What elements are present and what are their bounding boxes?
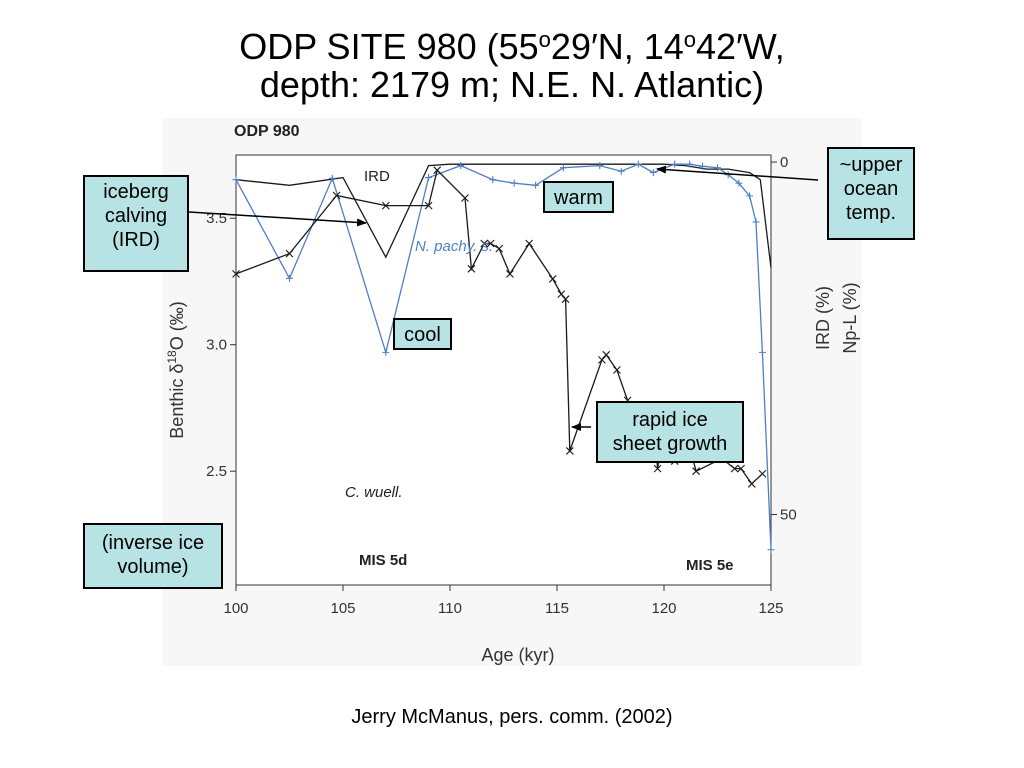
data-point bbox=[746, 192, 754, 200]
y-right-tick-label: 0 bbox=[780, 154, 788, 171]
x-tick-label: 110 bbox=[438, 600, 462, 617]
data-point bbox=[532, 181, 540, 189]
y-left-tick-label: 3.0 bbox=[206, 337, 227, 354]
data-point bbox=[382, 348, 390, 356]
data-point bbox=[232, 176, 240, 184]
data-point bbox=[381, 201, 390, 210]
annotation-mis5d: MIS 5d bbox=[359, 552, 407, 569]
data-point bbox=[596, 162, 604, 170]
data-point bbox=[767, 546, 775, 554]
data-point bbox=[752, 218, 760, 226]
data-point bbox=[613, 366, 621, 374]
plot-frame bbox=[235, 154, 772, 586]
data-point bbox=[634, 160, 642, 168]
data-point bbox=[461, 194, 469, 202]
annotation-cwuell: C. wuell. bbox=[345, 484, 403, 501]
y-right-tick-label: 50 bbox=[780, 507, 797, 524]
data-point bbox=[548, 275, 557, 283]
data-point bbox=[424, 201, 433, 210]
data-point bbox=[332, 191, 341, 200]
data-point bbox=[565, 447, 574, 455]
x-tick-label: 105 bbox=[330, 600, 355, 617]
x-tick-label: 115 bbox=[545, 600, 569, 617]
data-point bbox=[286, 274, 293, 282]
callout-upper-ocean-temp: ~upper ocean temp. bbox=[827, 147, 915, 240]
slide-title-line-2: depth: 2179 m; N.E. N. Atlantic) bbox=[259, 64, 765, 105]
slide-title: ODP SITE 980 (55o29′N, 14o42′W, depth: 2… bbox=[0, 28, 1024, 104]
data-point bbox=[699, 162, 707, 170]
data-point bbox=[285, 249, 294, 258]
data-point bbox=[480, 239, 489, 248]
data-point bbox=[649, 169, 657, 177]
x-axis-label: Age (kyr) bbox=[481, 645, 554, 665]
data-point bbox=[714, 164, 721, 172]
data-point bbox=[486, 239, 495, 248]
y-axis-left-label: Benthic δ18O (‰) bbox=[165, 301, 187, 438]
data-point bbox=[467, 264, 476, 273]
callout-iceberg-calving: iceberg calving (IRD) bbox=[83, 175, 189, 272]
x-tick-label: 125 bbox=[758, 600, 783, 617]
data-point bbox=[457, 162, 465, 170]
x-tick-label: 100 bbox=[223, 600, 248, 617]
data-point bbox=[232, 269, 240, 278]
data-point bbox=[433, 166, 442, 175]
data-point bbox=[758, 348, 766, 356]
upper-ocean-arrow bbox=[656, 165, 819, 181]
annotation-mis5e: MIS 5e bbox=[686, 557, 734, 574]
data-point bbox=[602, 350, 611, 359]
series-1 bbox=[232, 160, 775, 554]
y-axis-right-label-ird: IRD (%) bbox=[813, 286, 833, 350]
data-point bbox=[495, 244, 504, 253]
annotation-ird: IRD bbox=[364, 168, 390, 185]
data-point bbox=[758, 469, 767, 478]
callout-warm: warm bbox=[543, 181, 614, 213]
data-point bbox=[692, 467, 700, 476]
data-point bbox=[425, 174, 433, 182]
footer-citation: Jerry McManus, pers. comm. (2002) bbox=[351, 706, 673, 728]
callout-cool: cool bbox=[393, 318, 452, 350]
slide-title-line-1: ODP SITE 980 (55o29′N, 14o42′W, bbox=[239, 26, 785, 67]
x-tick-label: 120 bbox=[651, 600, 676, 617]
annotation-npachy: N. pachy. s. bbox=[415, 238, 493, 255]
data-point bbox=[747, 479, 756, 488]
y-axis-right-label-npl: Np-L (%) bbox=[840, 282, 860, 353]
data-point bbox=[328, 174, 336, 182]
data-point bbox=[506, 269, 514, 278]
data-point bbox=[686, 160, 694, 168]
data-point bbox=[735, 179, 743, 187]
data-point bbox=[653, 464, 662, 473]
data-point bbox=[525, 239, 534, 248]
y-left-tick-label: 2.5 bbox=[206, 463, 227, 480]
chart-title: ODP 980 bbox=[234, 123, 300, 140]
series-line bbox=[235, 163, 772, 550]
data-point bbox=[557, 290, 566, 299]
data-point bbox=[617, 167, 625, 175]
data-point bbox=[489, 176, 497, 184]
data-point bbox=[737, 464, 745, 473]
data-point bbox=[730, 464, 739, 473]
y-axis-right: 0 50 bbox=[771, 154, 797, 524]
data-point bbox=[598, 355, 606, 364]
data-point bbox=[671, 160, 679, 168]
data-point bbox=[510, 179, 518, 187]
data-point bbox=[561, 295, 570, 304]
callout-inverse-ice-volume: (inverse ice volume) bbox=[83, 523, 223, 589]
data-point bbox=[559, 164, 567, 172]
iceberg-arrow bbox=[188, 211, 367, 227]
callout-rapid-ice-growth: rapid ice sheet growth bbox=[596, 401, 744, 463]
x-axis: 100 105 110 115 120 125 bbox=[223, 585, 784, 617]
